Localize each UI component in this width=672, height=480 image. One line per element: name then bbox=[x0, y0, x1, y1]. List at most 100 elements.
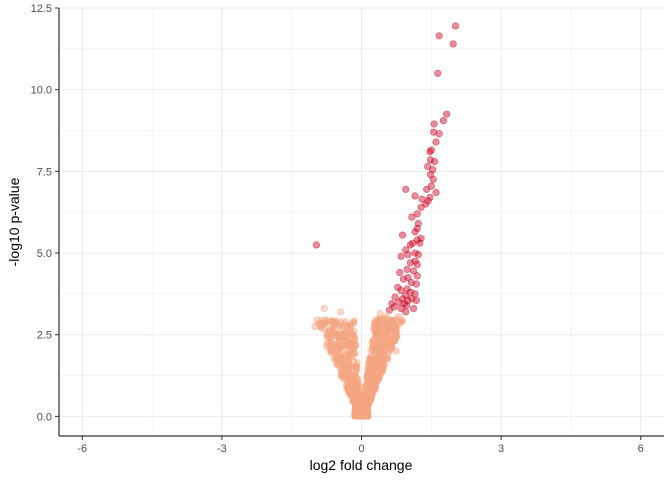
cloud-point bbox=[345, 348, 352, 356]
data-point bbox=[411, 249, 419, 257]
cloud-point bbox=[378, 362, 386, 369]
y-tick-label: 2.5 bbox=[37, 330, 52, 342]
data-point bbox=[413, 210, 421, 218]
data-point bbox=[313, 316, 321, 324]
cloud-point bbox=[339, 366, 347, 374]
y-tick-label: 12.5 bbox=[31, 3, 52, 15]
data-point bbox=[395, 298, 403, 306]
x-tick-label: 6 bbox=[638, 443, 644, 455]
data-point bbox=[443, 110, 451, 118]
data-point bbox=[399, 275, 408, 283]
cloud-point bbox=[350, 363, 358, 371]
data-point bbox=[383, 332, 391, 341]
data-point bbox=[431, 158, 439, 166]
data-point bbox=[404, 251, 412, 259]
cloud-point bbox=[393, 334, 401, 341]
x-axis-ticks: -6 -3 0 3 6 bbox=[77, 436, 644, 455]
cloud-point bbox=[375, 326, 382, 334]
data-point bbox=[391, 293, 399, 301]
data-point bbox=[337, 308, 345, 316]
cloud-point bbox=[335, 353, 342, 360]
data-point bbox=[413, 260, 421, 269]
data-point bbox=[320, 305, 328, 313]
cloud-point bbox=[399, 317, 406, 324]
cloud-point bbox=[345, 389, 353, 397]
data-point bbox=[410, 267, 418, 275]
data-point bbox=[378, 322, 387, 331]
data-point bbox=[369, 324, 377, 332]
data-point bbox=[339, 345, 347, 354]
data-point bbox=[430, 128, 438, 136]
data-point bbox=[429, 175, 437, 184]
x-tick-label: -3 bbox=[217, 443, 227, 455]
cloud-point bbox=[361, 394, 368, 401]
data-point bbox=[385, 326, 394, 334]
data-point bbox=[403, 265, 411, 274]
data-point bbox=[411, 192, 419, 200]
data-point bbox=[410, 305, 418, 313]
cloud-point bbox=[370, 346, 377, 354]
cloud-point bbox=[376, 347, 383, 354]
cloud-point bbox=[371, 374, 378, 381]
y-tick-label: 5.0 bbox=[37, 248, 52, 260]
x-tick-label: 3 bbox=[498, 443, 504, 455]
cloud-point bbox=[334, 320, 342, 327]
data-point bbox=[406, 241, 415, 249]
data-point bbox=[327, 349, 335, 357]
data-point bbox=[434, 69, 442, 77]
x-tick-label: -6 bbox=[77, 443, 87, 455]
data-point bbox=[332, 340, 340, 349]
cloud-point bbox=[351, 336, 359, 343]
data-point bbox=[325, 327, 333, 336]
cloud-point bbox=[353, 402, 361, 410]
cloud-point bbox=[373, 360, 380, 367]
data-point bbox=[311, 322, 319, 331]
x-tick-label: 0 bbox=[358, 443, 364, 455]
data-point bbox=[412, 296, 421, 305]
data-point bbox=[426, 156, 435, 164]
data-point bbox=[451, 22, 460, 30]
data-point bbox=[449, 40, 457, 48]
data-point bbox=[376, 309, 384, 318]
data-point bbox=[408, 213, 416, 221]
data-point bbox=[435, 130, 443, 138]
data-point bbox=[413, 272, 421, 280]
data-point bbox=[412, 280, 421, 288]
cloud-point bbox=[350, 348, 357, 356]
data-point bbox=[416, 239, 424, 247]
data-point bbox=[402, 185, 410, 193]
cloud-point bbox=[354, 368, 361, 375]
data-point bbox=[439, 117, 448, 125]
data-point bbox=[397, 252, 405, 260]
data-point bbox=[385, 306, 394, 314]
cloud-point bbox=[360, 410, 368, 417]
data-point bbox=[392, 347, 401, 355]
cloud-point bbox=[323, 332, 331, 340]
cloud-point bbox=[368, 393, 376, 400]
cloud-point bbox=[345, 361, 353, 368]
data-points bbox=[311, 22, 460, 357]
cloud-point bbox=[368, 388, 376, 395]
data-point bbox=[423, 185, 431, 193]
data-point bbox=[376, 339, 384, 347]
cloud-point bbox=[331, 358, 338, 365]
data-point bbox=[426, 148, 434, 156]
data-point bbox=[390, 336, 398, 344]
data-point bbox=[408, 295, 416, 303]
cloud-point bbox=[322, 316, 329, 323]
cloud-point bbox=[341, 322, 348, 330]
cloud-point bbox=[326, 340, 333, 348]
data-point bbox=[396, 269, 404, 277]
cloud-point bbox=[384, 355, 392, 362]
data-point bbox=[389, 318, 397, 326]
data-point bbox=[398, 231, 407, 239]
data-point bbox=[424, 162, 432, 171]
data-point bbox=[403, 301, 411, 309]
data-point bbox=[411, 228, 419, 236]
y-axis-title: -log10 p-value bbox=[6, 177, 22, 266]
data-point bbox=[384, 316, 393, 324]
cloud-point bbox=[350, 392, 358, 399]
data-point bbox=[432, 189, 440, 197]
cloud-point bbox=[344, 382, 351, 389]
